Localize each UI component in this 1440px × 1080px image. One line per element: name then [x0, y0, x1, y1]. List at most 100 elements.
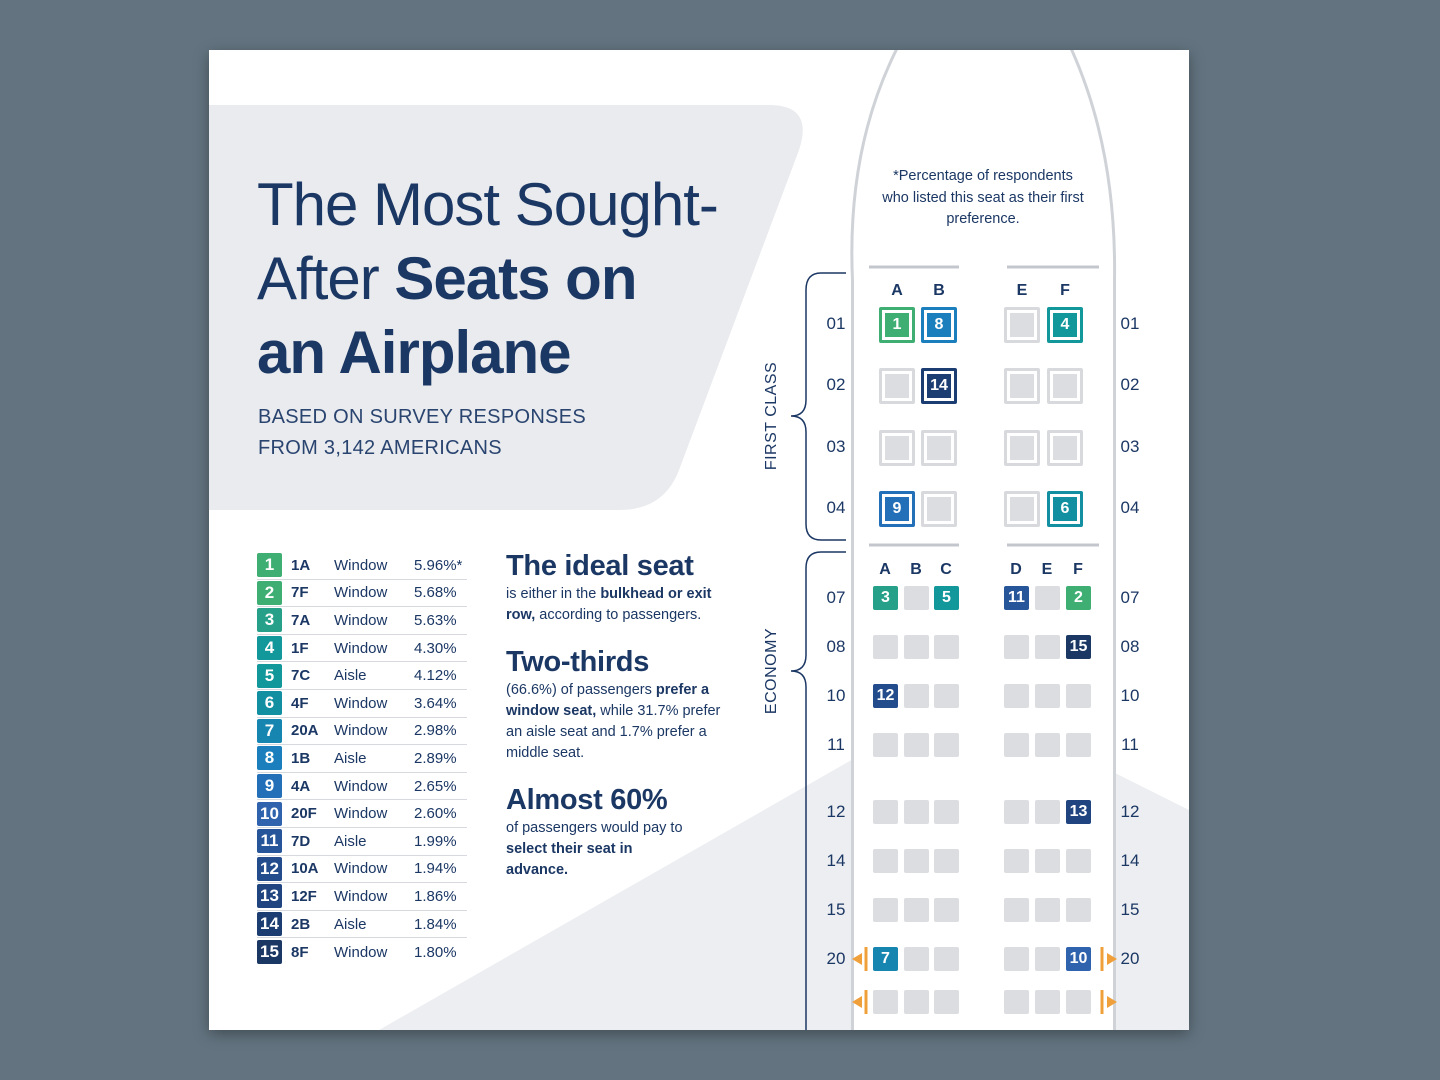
seat[interactable] — [1066, 990, 1091, 1014]
rank-badge: 9 — [257, 774, 282, 799]
seat[interactable] — [1004, 635, 1029, 659]
seat[interactable] — [1004, 368, 1040, 404]
seat[interactable] — [934, 990, 959, 1014]
seat[interactable] — [1035, 947, 1060, 971]
seat[interactable]: 15 — [1066, 635, 1091, 659]
rank-seat: 2B — [291, 915, 311, 933]
rank-percentage: 2.98% — [414, 722, 457, 740]
seat[interactable]: 8 — [921, 307, 957, 343]
title-line: an Airplane — [257, 316, 777, 390]
seat[interactable] — [1035, 733, 1060, 757]
seat[interactable]: 2 — [1066, 586, 1091, 610]
seat[interactable] — [1004, 849, 1029, 873]
seat[interactable] — [934, 947, 959, 971]
seat[interactable] — [1035, 800, 1060, 824]
seat[interactable]: 9 — [879, 491, 915, 527]
seat[interactable] — [904, 586, 929, 610]
rank-percentage: 5.96%* — [414, 556, 463, 574]
rank-percentage: 1.86% — [414, 887, 457, 905]
column-letter: C — [940, 561, 952, 578]
seat[interactable] — [1004, 800, 1029, 824]
rank-row: 1 1A Window 5.96%* — [257, 552, 467, 580]
seat[interactable] — [873, 635, 898, 659]
seat[interactable] — [873, 898, 898, 922]
seat[interactable] — [1004, 307, 1040, 343]
seat[interactable] — [1047, 430, 1083, 466]
seat[interactable] — [1035, 586, 1060, 610]
seat[interactable] — [1066, 684, 1091, 708]
seat[interactable] — [873, 800, 898, 824]
rank-percentage: 2.89% — [414, 749, 457, 767]
seat[interactable]: 4 — [1047, 307, 1083, 343]
seat[interactable] — [934, 898, 959, 922]
seat[interactable] — [1035, 849, 1060, 873]
seat[interactable] — [1004, 733, 1029, 757]
row-number-right: 12 — [1120, 802, 1140, 821]
seat[interactable] — [1004, 684, 1029, 708]
seat[interactable]: 6 — [1047, 491, 1083, 527]
seat-fill — [1010, 436, 1034, 460]
seat[interactable] — [1004, 990, 1029, 1014]
column-letter: B — [933, 282, 945, 299]
seat[interactable] — [904, 635, 929, 659]
fact-emphasis: bulkhead or exit row, — [506, 586, 712, 623]
seat[interactable] — [1066, 898, 1091, 922]
seat-fill — [927, 436, 951, 460]
fact-two-thirds: Two-thirds (66.6%) of passengers prefer … — [506, 646, 736, 764]
seat[interactable] — [904, 990, 929, 1014]
seat[interactable] — [934, 684, 959, 708]
seat[interactable] — [921, 430, 957, 466]
rank-row: 2 7F Window 5.68% — [257, 580, 467, 608]
seat[interactable] — [934, 800, 959, 824]
seat[interactable] — [1035, 684, 1060, 708]
row-number-left: 08 — [826, 637, 846, 656]
seat[interactable] — [1066, 849, 1091, 873]
fact-text: while 31.7% prefer an aisle seat and 1.7… — [506, 703, 721, 761]
seat[interactable]: 7 — [873, 947, 898, 971]
seat[interactable] — [1004, 491, 1040, 527]
seat[interactable] — [873, 733, 898, 757]
row-number-left: 10 — [826, 686, 846, 705]
exit-arrow-icon — [1107, 996, 1117, 1008]
column-letter: D — [1010, 561, 1022, 578]
seat-fill — [1010, 374, 1034, 398]
rank-percentage: 4.30% — [414, 639, 457, 657]
seat[interactable] — [1004, 947, 1029, 971]
seat[interactable] — [879, 368, 915, 404]
column-letter: E — [1016, 282, 1028, 299]
seat[interactable] — [904, 733, 929, 757]
seat[interactable] — [904, 684, 929, 708]
seat[interactable]: 10 — [1066, 947, 1091, 971]
rank-row: 5 7C Aisle 4.12% — [257, 662, 467, 690]
seat[interactable] — [921, 491, 957, 527]
seat[interactable] — [904, 898, 929, 922]
seat[interactable] — [934, 849, 959, 873]
rank-seat-type: Window — [334, 777, 388, 795]
seat[interactable] — [904, 947, 929, 971]
seat[interactable] — [1004, 430, 1040, 466]
seat[interactable] — [934, 635, 959, 659]
seat[interactable]: 3 — [873, 586, 898, 610]
seat[interactable] — [934, 733, 959, 757]
seat[interactable] — [873, 990, 898, 1014]
seat[interactable] — [1035, 898, 1060, 922]
seat[interactable] — [1066, 733, 1091, 757]
seat[interactable]: 14 — [921, 368, 957, 404]
seat[interactable] — [904, 800, 929, 824]
seat[interactable] — [1035, 635, 1060, 659]
seat[interactable] — [1035, 990, 1060, 1014]
row-number-right: 14 — [1120, 851, 1140, 870]
seat[interactable] — [873, 849, 898, 873]
seat[interactable]: 13 — [1066, 800, 1091, 824]
seat[interactable]: 12 — [873, 684, 898, 708]
seat[interactable]: 11 — [1004, 586, 1029, 610]
seat[interactable] — [879, 430, 915, 466]
row-number-left: 02 — [826, 375, 846, 394]
rank-seat: 4F — [291, 694, 309, 712]
seat[interactable] — [904, 849, 929, 873]
seat[interactable] — [1047, 368, 1083, 404]
seat[interactable]: 5 — [934, 586, 959, 610]
seat[interactable] — [1004, 898, 1029, 922]
seat[interactable]: 1 — [879, 307, 915, 343]
wing-left-shape — [379, 750, 869, 1030]
